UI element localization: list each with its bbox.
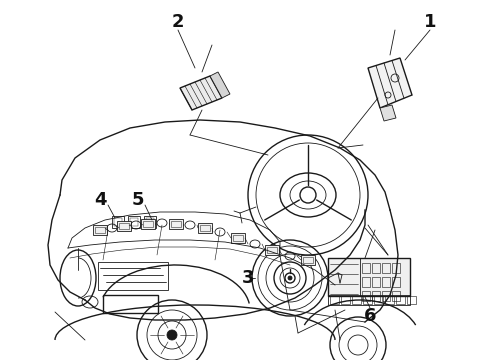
Polygon shape	[180, 76, 222, 110]
Bar	[392, 263, 400, 273]
Bar	[362, 277, 370, 287]
Bar	[128, 216, 140, 228]
Polygon shape	[93, 225, 107, 235]
Bar	[146, 218, 154, 226]
Bar	[362, 291, 370, 301]
Circle shape	[167, 330, 177, 340]
Bar	[112, 216, 124, 228]
Bar	[103, 295, 158, 313]
Bar	[396, 296, 405, 304]
Bar	[352, 296, 361, 304]
Text: 1: 1	[424, 13, 436, 31]
Polygon shape	[265, 245, 279, 255]
Bar	[144, 216, 156, 228]
Bar	[341, 296, 350, 304]
Bar	[392, 277, 400, 287]
Polygon shape	[198, 223, 212, 233]
Polygon shape	[380, 105, 396, 121]
Bar	[328, 258, 410, 296]
Polygon shape	[210, 72, 230, 98]
Bar	[407, 296, 416, 304]
Bar	[385, 296, 394, 304]
Bar	[392, 291, 400, 301]
Bar	[382, 263, 390, 273]
Text: 3: 3	[242, 269, 254, 287]
Bar	[362, 263, 370, 273]
Polygon shape	[141, 219, 155, 229]
Polygon shape	[368, 58, 412, 108]
Polygon shape	[117, 221, 131, 231]
Bar	[382, 291, 390, 301]
Bar	[372, 291, 380, 301]
Polygon shape	[301, 255, 315, 265]
Bar	[372, 263, 380, 273]
Bar	[374, 296, 383, 304]
Text: 6: 6	[364, 307, 376, 325]
Bar	[363, 296, 372, 304]
Circle shape	[288, 276, 292, 280]
Bar	[372, 277, 380, 287]
Bar	[98, 262, 168, 290]
Text: 4: 4	[94, 191, 106, 209]
Text: 5: 5	[132, 191, 144, 209]
Text: 2: 2	[172, 13, 184, 31]
Bar	[114, 218, 122, 226]
Bar	[382, 277, 390, 287]
Bar	[328, 295, 410, 305]
Polygon shape	[231, 233, 245, 243]
Bar	[130, 218, 138, 226]
Polygon shape	[169, 219, 183, 229]
Bar	[330, 296, 339, 304]
